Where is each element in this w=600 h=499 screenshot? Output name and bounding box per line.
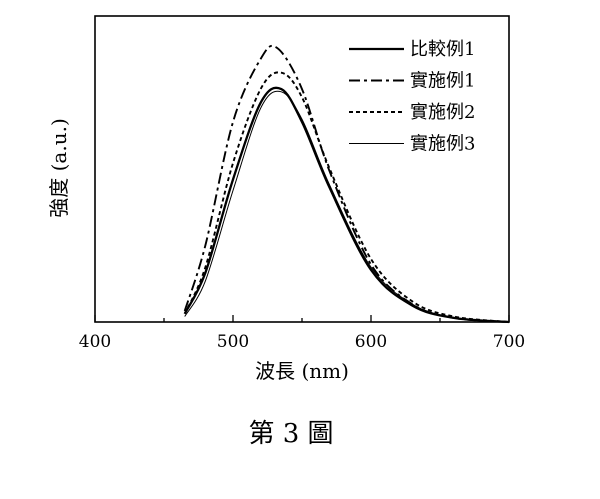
- series-line: [183, 44, 510, 323]
- legend-label: 比較例1: [410, 39, 475, 60]
- x-axis-ticks: [94, 315, 510, 322]
- figure-caption: 第 3 圖: [248, 419, 333, 449]
- series-line: [183, 71, 510, 323]
- x-tick-label: 400: [79, 332, 111, 352]
- x-tick-label: 500: [217, 332, 249, 352]
- plot-frame: [94, 15, 510, 323]
- series-line: [184, 90, 510, 323]
- y-axis-title: 強度 (a.u.): [47, 118, 71, 217]
- x-tick-label: 700: [493, 332, 525, 352]
- x-tick-labels: 400 500 600 700: [79, 332, 525, 352]
- x-axis-title: 波長 (nm): [255, 359, 349, 383]
- series-lines: [183, 44, 510, 324]
- legend: 比較例1 實施例1 實施例2 實施例3: [349, 39, 475, 155]
- legend-label: 實施例2: [410, 102, 475, 123]
- x-tick-label: 600: [355, 332, 387, 352]
- series-line: [183, 86, 510, 324]
- legend-label: 實施例3: [410, 134, 475, 155]
- legend-label: 實施例1: [410, 71, 475, 92]
